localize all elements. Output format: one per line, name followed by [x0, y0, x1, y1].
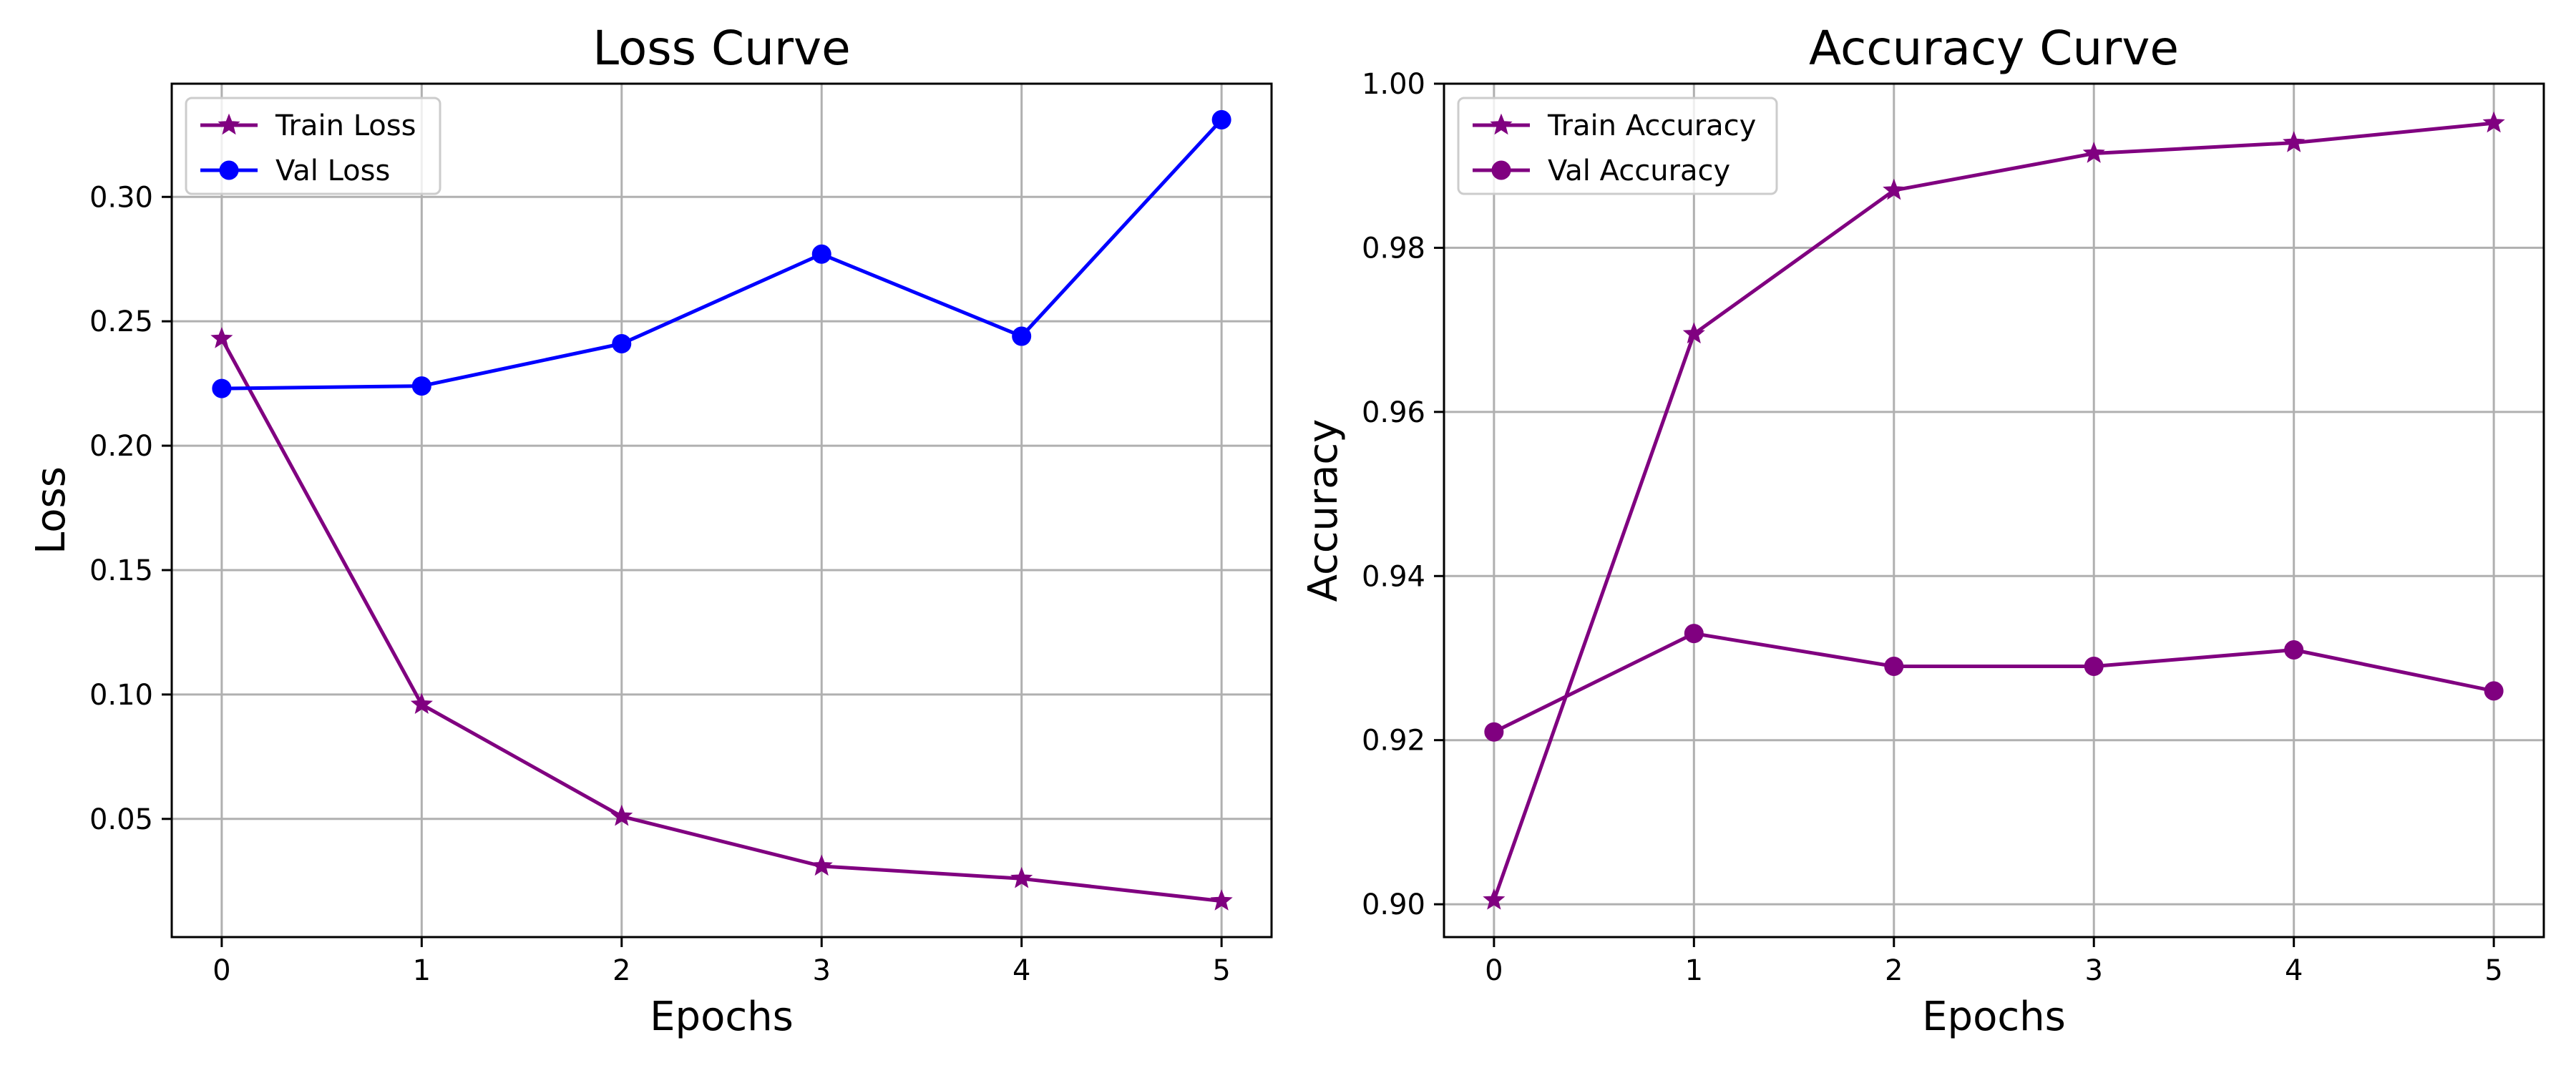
accuracy-y-tick-label: 0.96 [1362, 396, 1425, 429]
train-accuracy-point [1883, 178, 1906, 200]
train-loss-point [210, 327, 233, 348]
accuracy-x-tick-label: 1 [1685, 954, 1703, 987]
train-loss-line [220, 338, 1222, 903]
train-loss-point [1210, 889, 1233, 911]
val-accuracy-point [1884, 656, 1904, 676]
accuracy-y-tick-label: 0.90 [1362, 888, 1425, 921]
val-loss-point [1211, 109, 1231, 129]
train-loss-legend-label: Train Loss [275, 109, 416, 142]
val-accuracy-point [2484, 681, 2504, 701]
accuracy-y-tick-label: 0.92 [1362, 725, 1425, 758]
loss-x-tick-label: 2 [613, 954, 630, 987]
train-loss-point [410, 692, 433, 715]
val-loss-line [221, 118, 1223, 391]
loss-x-axis-label: Epochs [650, 994, 794, 1040]
loss-y-tick-label: 0.10 [89, 679, 153, 712]
val-loss-point [411, 376, 431, 396]
loss-curve-panel: 0 1 2 3 4 5 0.05 0.10 0.15 0.20 0.25 0.30 Loss Curve… [28, 21, 1273, 1040]
train-loss-point [810, 854, 833, 876]
val-loss-point [811, 244, 831, 264]
loss-y-axis-label: Loss [28, 466, 74, 554]
val-loss-point [212, 378, 232, 398]
val-accuracy-legend-label: Val Accuracy [1548, 155, 1730, 187]
val-loss-legend-label: Val Loss [275, 155, 390, 187]
train-loss-point [1010, 866, 1033, 888]
loss-chart-title: Loss Curve [592, 21, 850, 76]
accuracy-x-axis-label: Epochs [1922, 994, 2066, 1040]
accuracy-x-tick-label: 5 [2484, 954, 2502, 987]
loss-y-tick-label: 0.25 [89, 305, 153, 338]
accuracy-x-tick-label: 4 [2285, 954, 2303, 987]
train-accuracy-point [2482, 111, 2505, 133]
loss-x-tick-label: 5 [1212, 954, 1230, 987]
train-loss-legend-marker [218, 113, 240, 135]
train-accuracy-point [2082, 142, 2105, 163]
val-accuracy-point [1684, 624, 1704, 644]
accuracy-y-tick-label: 0.98 [1362, 232, 1425, 265]
train-accuracy-point [2283, 131, 2306, 152]
accuracy-x-tick-label: 3 [2085, 954, 2103, 987]
val-accuracy-legend-marker [1491, 160, 1511, 180]
val-loss-legend-marker [219, 160, 239, 180]
val-loss-point [1012, 326, 1032, 346]
loss-y-tick-label: 0.05 [89, 803, 153, 836]
val-accuracy-point [2284, 640, 2304, 660]
loss-x-tick-label: 3 [813, 954, 831, 987]
accuracy-y-tick-label: 0.94 [1362, 560, 1425, 593]
loss-y-tick-label: 0.15 [89, 554, 153, 587]
train-accuracy-legend-marker [1490, 113, 1513, 135]
accuracy-x-tick-label: 0 [1485, 954, 1503, 987]
loss-legend: Train Loss Val Loss [185, 97, 441, 195]
loss-x-tick-label: 1 [413, 954, 431, 987]
val-accuracy-line [1493, 632, 2494, 734]
accuracy-legend: Train Accuracy Val Accuracy [1457, 97, 1778, 195]
accuracy-y-tick-label: 1.00 [1362, 68, 1425, 101]
loss-y-tick-label: 0.30 [89, 181, 153, 214]
accuracy-x-tick-label: 2 [1885, 954, 1903, 987]
loss-x-tick-label: 4 [1013, 954, 1030, 987]
accuracy-chart-title: Accuracy Curve [1809, 21, 2179, 76]
val-accuracy-point [1484, 722, 1504, 742]
accuracy-curve-panel: 0 1 2 3 4 5 0.90 0.92 0.94 0.96 0.98 1.00 Accuracy C… [1300, 21, 2545, 1040]
loss-x-tick-label: 0 [213, 954, 230, 987]
loss-plot-frame [170, 82, 1273, 939]
loss-y-tick-label: 0.20 [89, 430, 153, 463]
accuracy-legend-box [1457, 97, 1778, 195]
train-accuracy-legend-label: Train Accuracy [1547, 109, 1756, 142]
val-loss-point [612, 333, 632, 353]
accuracy-plot-frame [1443, 82, 2545, 939]
train-accuracy-line [1492, 121, 2494, 901]
train-accuracy-point [1682, 322, 1705, 344]
train-accuracy-point [1483, 888, 1506, 910]
accuracy-y-axis-label: Accuracy [1300, 419, 1347, 602]
val-accuracy-point [2084, 656, 2104, 676]
train-loss-point [610, 804, 633, 826]
